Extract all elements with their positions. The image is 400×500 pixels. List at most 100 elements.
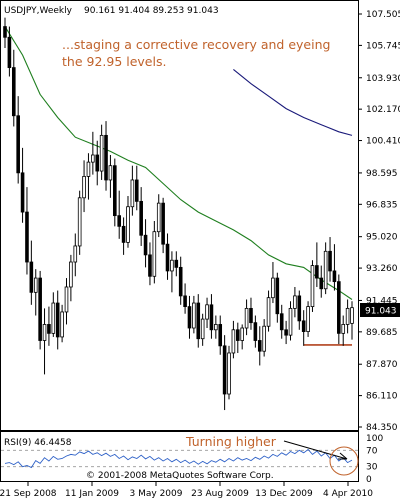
- symbol-label: USDJPY,Weekly: [4, 6, 73, 16]
- y-tick-label: 84.350: [366, 423, 398, 433]
- candle-body: [284, 329, 288, 336]
- y-tick-label: 93.260: [366, 264, 398, 274]
- moving-average-green: [4, 26, 353, 300]
- candle-body: [244, 307, 249, 329]
- x-tick-label: 11 Jan 2009: [65, 489, 119, 499]
- x-tick-label: 21 Sep 2008: [0, 489, 57, 499]
- y-tick-label: 100.410: [366, 137, 400, 147]
- candle-body: [143, 234, 148, 256]
- candle-body: [134, 179, 139, 202]
- x-tick-label: 23 Aug 2009: [191, 489, 249, 499]
- candle-body: [178, 266, 183, 297]
- candle-body: [323, 250, 328, 290]
- rsi-label: RSI(9) 46.4458: [4, 438, 72, 448]
- candle-body: [108, 165, 113, 181]
- y-tick-label: 103.930: [366, 74, 400, 84]
- candle-body: [196, 302, 201, 340]
- x-tick-label: 13 Dec 2009: [255, 489, 313, 499]
- y-tick-label: 98.595: [366, 169, 398, 179]
- candle-body: [315, 265, 319, 279]
- x-axis: 21 Sep 2008 11 Jan 2009 3 May 2009 23 Aug 2…: [0, 482, 373, 499]
- candle-body: [350, 307, 354, 324]
- y-tick-label: 107.505: [366, 10, 400, 20]
- candle-body: [69, 261, 73, 288]
- y-tick-label: 89.685: [366, 328, 398, 338]
- rsi-layer: [1, 440, 359, 476]
- candle-body: [42, 324, 47, 341]
- candle-body: [192, 302, 196, 329]
- candle-body: [235, 329, 240, 341]
- candle-body: [60, 311, 64, 338]
- candle-body: [113, 165, 117, 217]
- y-tick-label: 105.745: [366, 41, 400, 51]
- candle-body: [77, 197, 82, 247]
- y-tick-label: 102.170: [366, 105, 400, 115]
- candle-body: [218, 324, 223, 347]
- candle-body: [328, 250, 332, 272]
- candle-body: [7, 36, 12, 68]
- candle-body: [64, 286, 69, 313]
- candle-body: [33, 277, 38, 293]
- candle-body: [310, 265, 315, 308]
- rsi-tick-label: 100: [366, 434, 383, 444]
- candle-body: [271, 277, 275, 299]
- candle-body: [257, 340, 262, 352]
- candle-body: [95, 154, 100, 172]
- candle-body: [341, 324, 346, 334]
- candle-body: [174, 259, 179, 268]
- candle-body: [139, 200, 143, 236]
- candle-body: [205, 304, 209, 320]
- candle-body: [126, 206, 130, 243]
- rsi-line: [4, 448, 353, 469]
- candle-body: [73, 245, 78, 263]
- candle-body: [25, 211, 29, 263]
- candle-body: [152, 231, 157, 277]
- candle-body: [148, 254, 152, 277]
- rsi-panel-frame: [0, 431, 359, 482]
- y-tick-label: 91.445: [366, 296, 398, 306]
- candle-body: [266, 297, 271, 327]
- turning-arrow: [283, 440, 348, 460]
- candle-body: [187, 306, 192, 329]
- candle-body: [332, 270, 337, 283]
- rsi-tick-label: 0: [366, 475, 372, 485]
- candle-body: [82, 175, 86, 199]
- candle-body: [117, 215, 122, 227]
- candle-body: [55, 302, 60, 338]
- last-price-box: [360, 303, 400, 317]
- candle-body: [306, 306, 310, 332]
- candle-body: [345, 307, 350, 325]
- candle-body: [121, 225, 126, 243]
- candle-body: [16, 115, 20, 174]
- last-price-label: 91.043: [365, 307, 397, 317]
- candle-body: [253, 322, 258, 341]
- candle-body: [262, 325, 266, 352]
- candle-body: [209, 304, 214, 331]
- candle-body: [38, 277, 42, 341]
- candle-body: [170, 259, 174, 272]
- candle-body: [337, 281, 341, 334]
- x-tick-label: 3 May 2009: [130, 489, 183, 499]
- candle-body: [47, 324, 51, 334]
- candle-body: [29, 261, 34, 293]
- candle-body: [3, 26, 7, 38]
- candle-body: [240, 327, 244, 341]
- candle-body: [156, 202, 161, 233]
- annotation-line-1: ...staging a corrective recovery and eye…: [62, 37, 330, 52]
- candle-body: [214, 324, 218, 331]
- turning-arrow-head: [338, 452, 348, 460]
- price-panel-frame: [0, 0, 359, 431]
- rsi-tick-label: 30: [366, 463, 378, 473]
- y-tick-label: 87.870: [366, 360, 398, 370]
- candle-body: [200, 318, 205, 340]
- candle-body: [130, 179, 135, 208]
- y-tick-label: 86.110: [366, 392, 398, 402]
- price-layer: [3, 17, 354, 411]
- y-tick-label: 95.020: [366, 233, 398, 243]
- candle-body: [319, 277, 324, 290]
- x-tick-label: 4 Apr 2010: [323, 489, 373, 499]
- candle-body: [86, 161, 91, 177]
- candle-body: [275, 277, 280, 315]
- candle-body: [227, 352, 231, 395]
